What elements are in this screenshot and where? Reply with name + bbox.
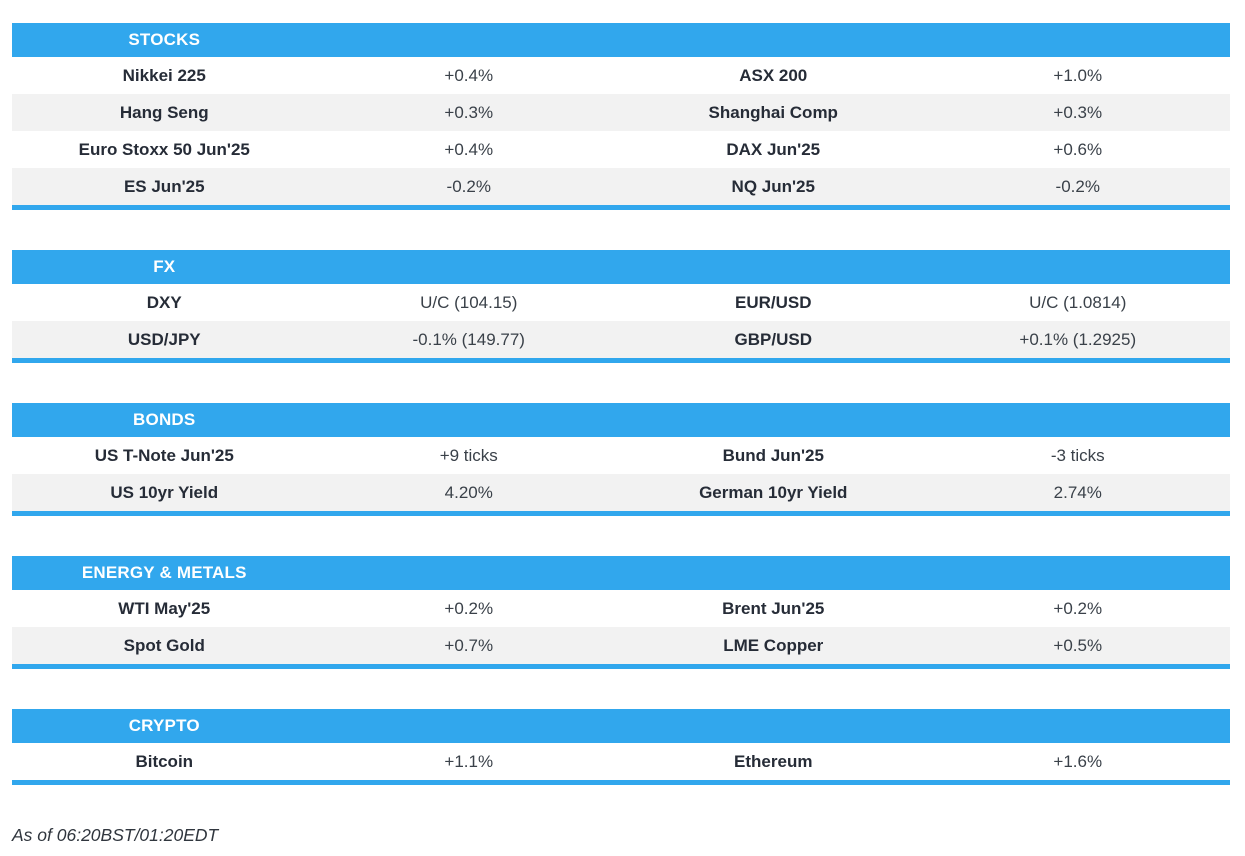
section-header-stocks: STOCKS bbox=[12, 23, 1230, 57]
section-header-fx: FX bbox=[12, 250, 1230, 284]
section-fx: FX DXY U/C (104.15) EUR/USD U/C (1.0814)… bbox=[12, 250, 1230, 363]
table-row: Bitcoin +1.1% Ethereum +1.6% bbox=[12, 743, 1230, 780]
instrument-label: Spot Gold bbox=[123, 636, 205, 655]
instrument-value: +0.2% bbox=[444, 599, 494, 618]
instrument-value: -0.2% bbox=[1055, 177, 1100, 196]
instrument-label: Bund Jun'25 bbox=[722, 446, 824, 465]
instrument-value: +0.4% bbox=[444, 140, 494, 159]
instrument-value: +1.1% bbox=[444, 752, 494, 771]
instrument-value: +0.5% bbox=[1053, 636, 1103, 655]
instrument-label: Shanghai Comp bbox=[708, 103, 838, 122]
as-of-timestamp: As of 06:20BST/01:20EDT bbox=[12, 825, 219, 845]
instrument-value: +0.2% bbox=[1053, 599, 1103, 618]
instrument-value: U/C (104.15) bbox=[420, 293, 518, 312]
instrument-label: DAX Jun'25 bbox=[726, 140, 821, 159]
instrument-value: +0.1% (1.2925) bbox=[1019, 330, 1137, 349]
section-title: CRYPTO bbox=[128, 716, 200, 735]
section-crypto: CRYPTO Bitcoin +1.1% Ethereum +1.6% bbox=[12, 709, 1230, 785]
instrument-value: +1.0% bbox=[1053, 66, 1103, 85]
instrument-value: 4.20% bbox=[444, 483, 493, 502]
instrument-value: +0.3% bbox=[444, 103, 494, 122]
table-row: Hang Seng +0.3% Shanghai Comp +0.3% bbox=[12, 94, 1230, 131]
section-bonds: BONDS US T-Note Jun'25 +9 ticks Bund Jun… bbox=[12, 403, 1230, 516]
instrument-value: +0.4% bbox=[444, 66, 494, 85]
instrument-label: Nikkei 225 bbox=[122, 66, 206, 85]
table-row: Nikkei 225 +0.4% ASX 200 +1.0% bbox=[12, 57, 1230, 94]
section-header-energy-metals: ENERGY & METALS bbox=[12, 556, 1230, 590]
instrument-label: Euro Stoxx 50 Jun'25 bbox=[78, 140, 250, 159]
instrument-value: +9 ticks bbox=[439, 446, 498, 465]
instrument-value: +0.3% bbox=[1053, 103, 1103, 122]
instrument-value: +0.7% bbox=[444, 636, 494, 655]
instrument-value: U/C (1.0814) bbox=[1029, 293, 1127, 312]
table-row: US T-Note Jun'25 +9 ticks Bund Jun'25 -3… bbox=[12, 437, 1230, 474]
section-stocks: STOCKS Nikkei 225 +0.4% ASX 200 +1.0% Ha… bbox=[12, 23, 1230, 210]
section-title: FX bbox=[153, 257, 176, 276]
section-energy-metals: ENERGY & METALS WTI May'25 +0.2% Brent J… bbox=[12, 556, 1230, 669]
section-title: ENERGY & METALS bbox=[81, 563, 247, 582]
table-row: WTI May'25 +0.2% Brent Jun'25 +0.2% bbox=[12, 590, 1230, 627]
instrument-label: ES Jun'25 bbox=[123, 177, 205, 196]
instrument-label: US 10yr Yield bbox=[110, 483, 219, 502]
instrument-label: ASX 200 bbox=[739, 66, 808, 85]
instrument-value: -3 ticks bbox=[1050, 446, 1105, 465]
instrument-value: +0.6% bbox=[1053, 140, 1103, 159]
table-row: DXY U/C (104.15) EUR/USD U/C (1.0814) bbox=[12, 284, 1230, 321]
section-title: STOCKS bbox=[128, 30, 201, 49]
instrument-value: +1.6% bbox=[1053, 752, 1103, 771]
instrument-label: US T-Note Jun'25 bbox=[94, 446, 234, 465]
instrument-value: -0.1% (149.77) bbox=[412, 330, 525, 349]
instrument-label: WTI May'25 bbox=[118, 599, 211, 618]
section-header-bonds: BONDS bbox=[12, 403, 1230, 437]
instrument-label: Brent Jun'25 bbox=[722, 599, 825, 618]
instrument-label: Hang Seng bbox=[119, 103, 209, 122]
instrument-label: USD/JPY bbox=[127, 330, 201, 349]
instrument-value: 2.74% bbox=[1053, 483, 1102, 502]
instrument-label: DXY bbox=[146, 293, 182, 312]
instrument-label: German 10yr Yield bbox=[699, 483, 848, 502]
section-header-crypto: CRYPTO bbox=[12, 709, 1230, 743]
section-title: BONDS bbox=[133, 410, 196, 429]
table-row: Spot Gold +0.7% LME Copper +0.5% bbox=[12, 627, 1230, 664]
table-row: USD/JPY -0.1% (149.77) GBP/USD +0.1% (1.… bbox=[12, 321, 1230, 358]
table-row: US 10yr Yield 4.20% German 10yr Yield 2.… bbox=[12, 474, 1230, 511]
instrument-label: Ethereum bbox=[734, 752, 813, 771]
instrument-label: Bitcoin bbox=[135, 752, 194, 771]
instrument-label: EUR/USD bbox=[734, 293, 812, 312]
instrument-label: GBP/USD bbox=[734, 330, 812, 349]
instrument-value: -0.2% bbox=[446, 177, 491, 196]
instrument-label: NQ Jun'25 bbox=[731, 177, 815, 196]
instrument-label: LME Copper bbox=[723, 636, 824, 655]
table-row: Euro Stoxx 50 Jun'25 +0.4% DAX Jun'25 +0… bbox=[12, 131, 1230, 168]
table-row: ES Jun'25 -0.2% NQ Jun'25 -0.2% bbox=[12, 168, 1230, 205]
